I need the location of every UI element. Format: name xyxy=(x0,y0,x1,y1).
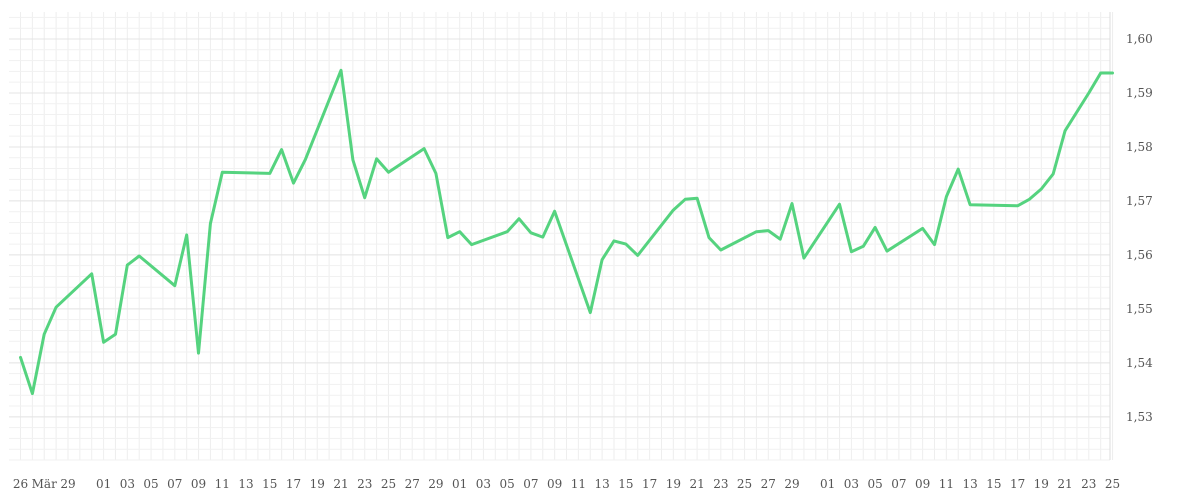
series xyxy=(19,68,1114,396)
x-tick-label: 29 xyxy=(784,477,799,491)
x-tick-label: 03 xyxy=(476,477,491,491)
y-tick-label: 1,60 xyxy=(1126,32,1153,46)
x-tick-label: 03 xyxy=(844,477,859,491)
x-tick-label: 09 xyxy=(191,477,206,491)
x-tick-label: 01 xyxy=(820,477,835,491)
y-tick-label: 1,56 xyxy=(1126,248,1153,262)
y-tick-label: 1,57 xyxy=(1126,194,1153,208)
x-tick-label: 11 xyxy=(571,477,586,491)
x-tick-label: 19 xyxy=(1034,477,1049,491)
x-tick-label: 29 xyxy=(428,477,443,491)
x-axis: 26 Mär 29 01 03 05 07 09 11 13 15 17 19 21 23 25 27 29 01 0… xyxy=(13,477,1120,491)
x-tick-label: 09 xyxy=(915,477,930,491)
x-tick-label: 07 xyxy=(523,477,538,491)
x-tick-label: 05 xyxy=(500,477,515,491)
x-tick-label: 13 xyxy=(238,477,253,491)
x-tick-label: 21 xyxy=(1057,477,1072,491)
x-tick-label: 07 xyxy=(167,477,182,491)
x-tick-label: 17 xyxy=(286,477,301,491)
x-tick-label: 01 xyxy=(96,477,111,491)
grid xyxy=(9,12,1114,461)
x-tick-label: 05 xyxy=(867,477,882,491)
x-tick-label: 25 xyxy=(737,477,752,491)
x-tick-label: 27 xyxy=(405,477,420,491)
series-line xyxy=(19,68,1114,396)
y-tick-label: 1,59 xyxy=(1126,86,1153,100)
x-tick-label: 17 xyxy=(1010,477,1025,491)
y-axis: 1,53 1,54 1,55 1,56 1,57 1,58 1,59 1,60 xyxy=(1126,32,1153,424)
x-tick-label: 07 xyxy=(891,477,906,491)
x-tick-label: 11 xyxy=(215,477,230,491)
x-tick-label: 13 xyxy=(962,477,977,491)
y-tick-label: 1,55 xyxy=(1126,302,1153,316)
y-tick-label: 1,58 xyxy=(1126,140,1153,154)
x-tick-label: Mär xyxy=(32,477,57,491)
x-tick-label: 13 xyxy=(594,477,609,491)
x-tick-label: 21 xyxy=(333,477,348,491)
x-tick-label: 26 xyxy=(13,477,28,491)
x-tick-label: 01 xyxy=(452,477,467,491)
x-tick-label: 15 xyxy=(618,477,633,491)
x-tick-label: 15 xyxy=(986,477,1001,491)
x-tick-label: 17 xyxy=(642,477,657,491)
x-tick-label: 15 xyxy=(262,477,277,491)
x-tick-label: 23 xyxy=(1081,477,1096,491)
x-tick-label: 29 xyxy=(60,477,75,491)
x-tick-label: 19 xyxy=(310,477,325,491)
x-tick-label: 23 xyxy=(357,477,372,491)
x-tick-label: 05 xyxy=(143,477,158,491)
x-tick-label: 19 xyxy=(666,477,681,491)
x-tick-label: 03 xyxy=(120,477,135,491)
x-tick-label: 25 xyxy=(1105,477,1120,491)
x-tick-label: 25 xyxy=(381,477,396,491)
x-tick-label: 09 xyxy=(547,477,562,491)
y-tick-label: 1,54 xyxy=(1126,356,1153,370)
x-tick-label: 27 xyxy=(761,477,776,491)
y-tick-label: 1,53 xyxy=(1126,410,1153,424)
x-tick-label: 23 xyxy=(713,477,728,491)
x-tick-label: 21 xyxy=(689,477,704,491)
x-tick-label: 11 xyxy=(939,477,954,491)
